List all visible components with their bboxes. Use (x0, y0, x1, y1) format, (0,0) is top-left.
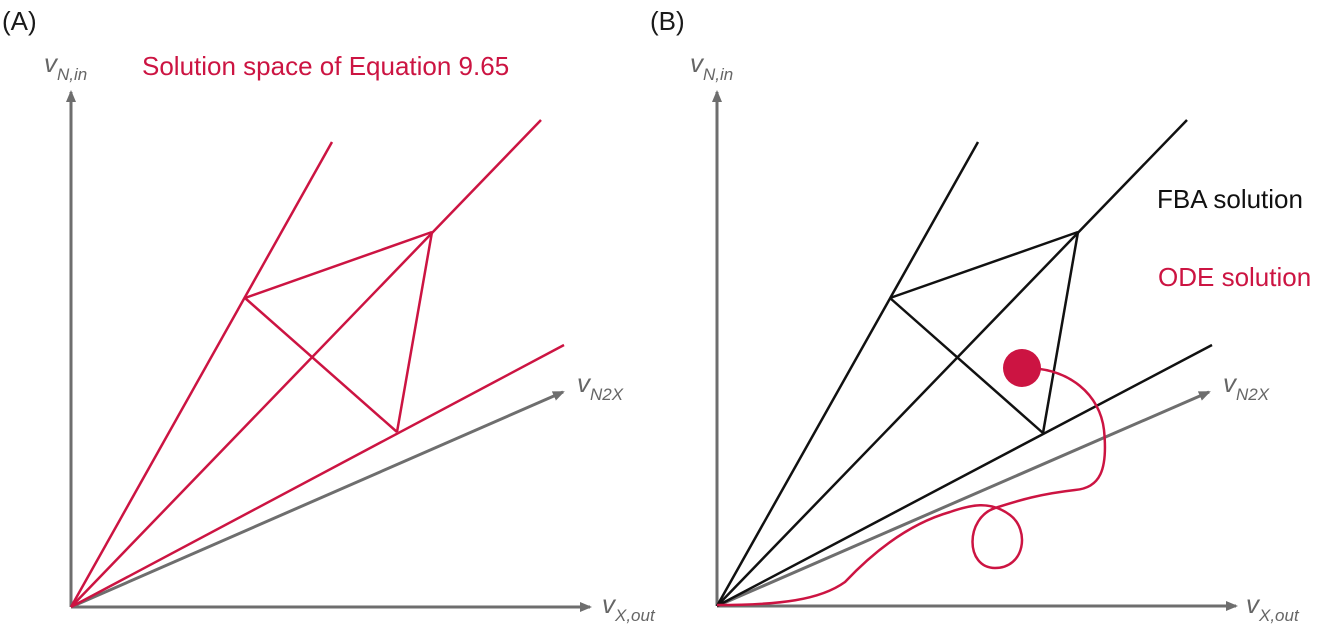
y-axis-label: vN,in (44, 48, 87, 84)
section-edge-cross (889, 297, 1044, 434)
cone-ray-upper (69, 141, 334, 608)
n2x-axis-label: vN2X (1223, 368, 1270, 404)
cone-ray-lower (70, 343, 565, 609)
section-edge-right (395, 231, 434, 433)
panel-b-label: (B) (650, 6, 685, 36)
fba-cone (715, 119, 1213, 608)
section-edge-right (1041, 231, 1080, 434)
panel-b: (B) vN,in vN2X vX,out FBA solution ODE s… (650, 6, 1311, 625)
cone-ray-lower (716, 343, 1213, 608)
panel-a: (A) Solution space of Equation 9.65 vN,i… (2, 6, 656, 625)
ode-trajectory (716, 366, 1107, 607)
n2x-axis (716, 390, 1211, 608)
panel-b-axes (712, 90, 1238, 611)
n2x-axis-label: vN2X (577, 368, 624, 404)
ode-steady-state-dot (1003, 349, 1041, 387)
legend-fba: FBA solution (1157, 184, 1303, 214)
cone-ray-middle (716, 119, 1188, 607)
panel-a-title: Solution space of Equation 9.65 (142, 51, 509, 81)
legend-ode: ODE solution (1158, 262, 1311, 292)
panel-a-label: (A) (2, 6, 37, 36)
y-axis-label: vN,in (690, 48, 733, 84)
cone-ray-upper (715, 141, 980, 607)
solution-space-cone (69, 119, 565, 609)
x-axis-label: vX,out (1246, 589, 1300, 625)
panel-a-axes (66, 90, 592, 612)
section-edge-top (889, 230, 1079, 300)
section-edge-top (244, 230, 433, 300)
section-edge-cross (244, 297, 398, 433)
cone-ray-middle (70, 119, 542, 608)
x-axis-label: vX,out (602, 589, 656, 625)
n2x-axis (70, 390, 565, 609)
